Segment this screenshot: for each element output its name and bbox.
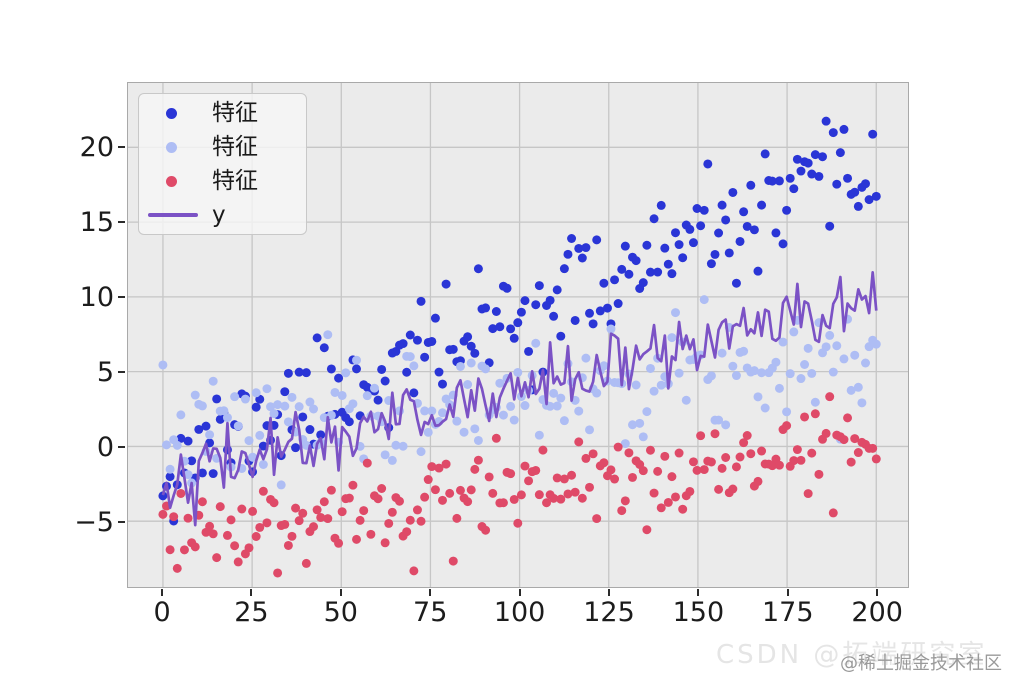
legend-entry: 特征 — [141, 130, 306, 164]
x-tick-mark — [697, 589, 700, 596]
legend-label: 特征 — [212, 133, 258, 160]
legend-entry: y — [141, 198, 306, 232]
legend-label: y — [212, 201, 226, 228]
y-tick-label: 5 — [96, 356, 114, 388]
x-tick-label: 0 — [153, 597, 171, 628]
y-tick-mark — [118, 295, 125, 298]
juejin-watermark: @稀土掘金技术社区 — [840, 653, 1002, 674]
x-tick-label: 200 — [851, 597, 903, 628]
x-tick-label: 100 — [493, 597, 546, 628]
y-tick-label: 0 — [96, 431, 114, 463]
scatter-marker-icon — [141, 141, 201, 153]
plot-area — [127, 82, 909, 588]
y-tick-mark — [118, 370, 125, 373]
y-tick-label: 15 — [79, 206, 114, 238]
y-tick-label: 10 — [79, 281, 114, 313]
legend-label: 特征 — [212, 99, 258, 126]
x-tick-mark — [608, 589, 610, 596]
line-sample-icon — [141, 213, 201, 217]
legend: 特征 特征 特征 y — [138, 93, 307, 235]
x-tick-mark — [876, 589, 879, 596]
scatter-series-2 — [158, 295, 881, 490]
scatter-marker-icon — [165, 175, 177, 187]
line-series-y — [161, 271, 878, 527]
x-tick-mark — [429, 589, 432, 596]
y-tick-mark — [118, 445, 125, 448]
x-tick-mark — [339, 589, 342, 596]
legend-entry: 特征 — [141, 96, 306, 130]
x-tick-label: 50 — [323, 597, 358, 628]
x-tick-label: 150 — [672, 597, 725, 628]
x-tick-label: 75 — [413, 597, 448, 628]
x-tick-mark — [518, 589, 521, 596]
y-tick-mark — [118, 145, 125, 148]
scatter-marker-icon — [141, 175, 201, 187]
x-tick-mark — [250, 589, 253, 596]
line-sample-icon — [148, 213, 198, 217]
y-tick-label: −5 — [74, 506, 114, 538]
x-tick-mark — [161, 589, 164, 596]
scatter-marker-icon — [165, 141, 177, 153]
scatter-marker-icon — [141, 107, 201, 119]
x-tick-label: 25 — [234, 597, 269, 628]
y-tick-label: 20 — [79, 131, 114, 163]
csdn-watermark: CSDN @拓端研究室 — [716, 640, 988, 670]
chart-canvas — [128, 83, 908, 587]
x-tick-label: 125 — [583, 597, 635, 628]
legend-label: 特征 — [212, 167, 258, 194]
y-tick-mark — [118, 520, 125, 523]
x-tick-mark — [786, 589, 789, 596]
y-tick-mark — [118, 220, 125, 223]
scatter-marker-icon — [165, 107, 177, 119]
legend-entry: 特征 — [141, 164, 306, 198]
x-tick-label: 175 — [762, 597, 814, 628]
scatter-series-1 — [158, 116, 881, 526]
